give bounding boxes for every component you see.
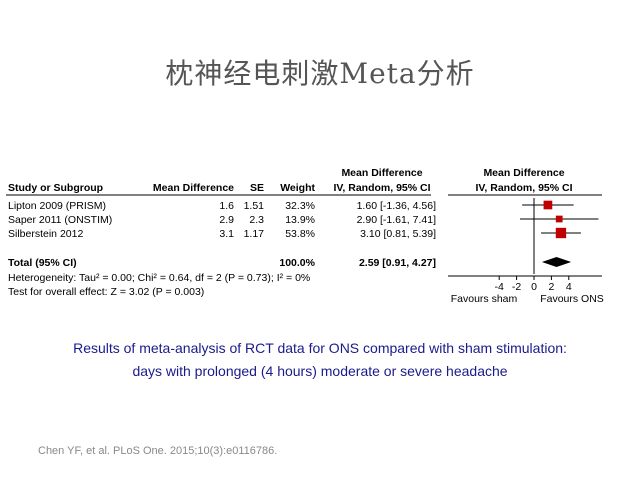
study-md: 3.1 <box>219 228 234 240</box>
slide-title: 枕神经电刺激Meta分析 <box>165 57 475 90</box>
study-marker <box>543 200 553 210</box>
study-se: 2.3 <box>249 214 264 226</box>
caption-line-1: Results of meta-analysis of RCT data for… <box>73 340 567 356</box>
study-md: 1.6 <box>219 200 234 212</box>
study-row: Silberstein 2012 3.1 1.17 53.8% 3.10 [0.… <box>8 228 436 240</box>
study-se: 1.51 <box>244 200 265 212</box>
study-header: Study or Subgroup <box>8 182 103 194</box>
study-name: Lipton 2009 (PRISM) <box>8 200 106 212</box>
weight-header: Weight <box>280 182 315 194</box>
x-tick-label: -4 <box>495 281 504 293</box>
favours-right-label: Favours ONS <box>540 293 604 305</box>
se-header: SE <box>250 182 264 194</box>
study-row: Lipton 2009 (PRISM) 1.6 1.51 32.3% 1.60 … <box>8 200 436 212</box>
study-se: 1.17 <box>244 228 265 240</box>
total-row: Total (95% CI) 100.0% 2.59 [0.91, 4.27] <box>8 257 436 269</box>
ci-header-top: Mean Difference <box>341 167 422 179</box>
x-tick-label: 2 <box>548 281 554 293</box>
study-weight: 53.8% <box>285 228 315 240</box>
study-row: Saper 2011 (ONSTIM) 2.9 2.3 13.9% 2.90 [… <box>8 214 436 226</box>
citation: Chen YF, et al. PLoS One. 2015;10(3):e01… <box>38 445 278 457</box>
favours-left-label: Favours sham <box>451 293 518 305</box>
summary-diamond <box>541 257 572 267</box>
plot-header-bottom: IV, Random, 95% CI <box>475 182 572 194</box>
study-ci: 2.90 [-1.61, 7.41] <box>357 214 436 226</box>
study-weight: 32.3% <box>285 200 315 212</box>
study-name: Saper 2011 (ONSTIM) <box>8 214 112 226</box>
study-md: 2.9 <box>219 214 234 226</box>
overall-effect-text: Test for overall effect: Z = 3.02 (P = 0… <box>8 286 204 298</box>
study-marker <box>555 227 567 239</box>
forest-plot-area <box>519 198 599 274</box>
study-name: Silberstein 2012 <box>8 228 83 240</box>
study-marker <box>555 215 563 223</box>
caption-line-2: days with prolonged (4 hours) moderate o… <box>132 363 508 379</box>
x-tick-label: -2 <box>512 281 521 293</box>
study-weight: 13.9% <box>285 214 315 226</box>
study-ci: 3.10 [0.81, 5.39] <box>360 228 436 240</box>
x-tick-label: 0 <box>531 281 537 293</box>
total-ci: 2.59 [0.91, 4.27] <box>359 257 436 269</box>
study-ci: 1.60 [-1.36, 4.56] <box>357 200 436 212</box>
md-header: Mean Difference <box>153 182 234 194</box>
plot-header-top: Mean Difference <box>483 167 564 179</box>
x-axis: -4 -2 0 2 4 <box>448 275 602 293</box>
ci-header-bottom: IV, Random, 95% CI <box>333 182 430 194</box>
total-label: Total (95% CI) <box>8 257 77 269</box>
x-tick-label: 4 <box>566 281 572 293</box>
total-weight: 100.0% <box>279 257 315 269</box>
forest-plot: Mean Difference Mean Difference Study or… <box>6 167 604 305</box>
heterogeneity-text: Heterogeneity: Tau² = 0.00; Chi² = 0.64,… <box>8 272 310 284</box>
